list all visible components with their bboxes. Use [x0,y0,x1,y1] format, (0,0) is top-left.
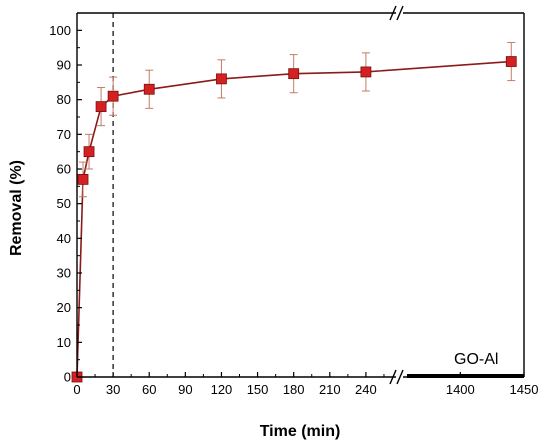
y-tick-label: 100 [49,23,71,38]
y-tick-label: 20 [57,300,71,315]
data-point [288,68,300,80]
data-point [95,101,107,112]
y-tick-label: 70 [57,127,71,142]
axis-break-mark [389,369,397,385]
x-tick-label: 210 [319,382,341,397]
axis-break-mark [396,369,404,385]
data-point [143,83,155,95]
y-tick-label: 0 [64,370,71,385]
y-tick-label: 40 [57,231,71,246]
x-tick-label: 1400 [446,382,475,397]
axes-layer [76,5,525,385]
series-layer [71,41,517,383]
x-tick-label: 60 [142,382,156,397]
axis-break-mark [389,5,397,21]
x-tick-label: 90 [178,382,192,397]
x-tick-label: 1450 [510,382,539,397]
y-tick-label: 80 [57,92,71,107]
legend-label: GO-Al [454,351,498,368]
data-point [216,73,227,85]
x-tick-label: 150 [247,382,269,397]
ticks-layer: 0 10 20 30 40 50 60 70 80 90 100 0 30 60 90 120 150 180 21… [49,23,538,397]
data-point [505,56,517,67]
x-tick-label: 240 [355,382,377,397]
x-tick-label: 180 [283,382,305,397]
axis-break-mark [396,5,404,21]
y-tick-label: 90 [57,58,71,73]
y-axis-title: Removal (%) [8,160,25,256]
y-tick-label: 30 [57,266,71,281]
data-point [83,146,95,158]
x-axis-title: Time (min) [260,423,341,440]
x-tick-label: 0 [73,382,80,397]
data-point [77,173,89,185]
y-tick-label: 50 [57,196,71,211]
x-axis-thick-segment [407,374,524,378]
y-tick-label: 10 [57,335,71,350]
x-tick-label: 120 [211,382,233,397]
data-point [360,66,372,78]
data-point [107,90,119,102]
y-tick-label: 60 [57,162,71,177]
series-line [76,60,512,378]
x-tick-label: 30 [106,382,120,397]
